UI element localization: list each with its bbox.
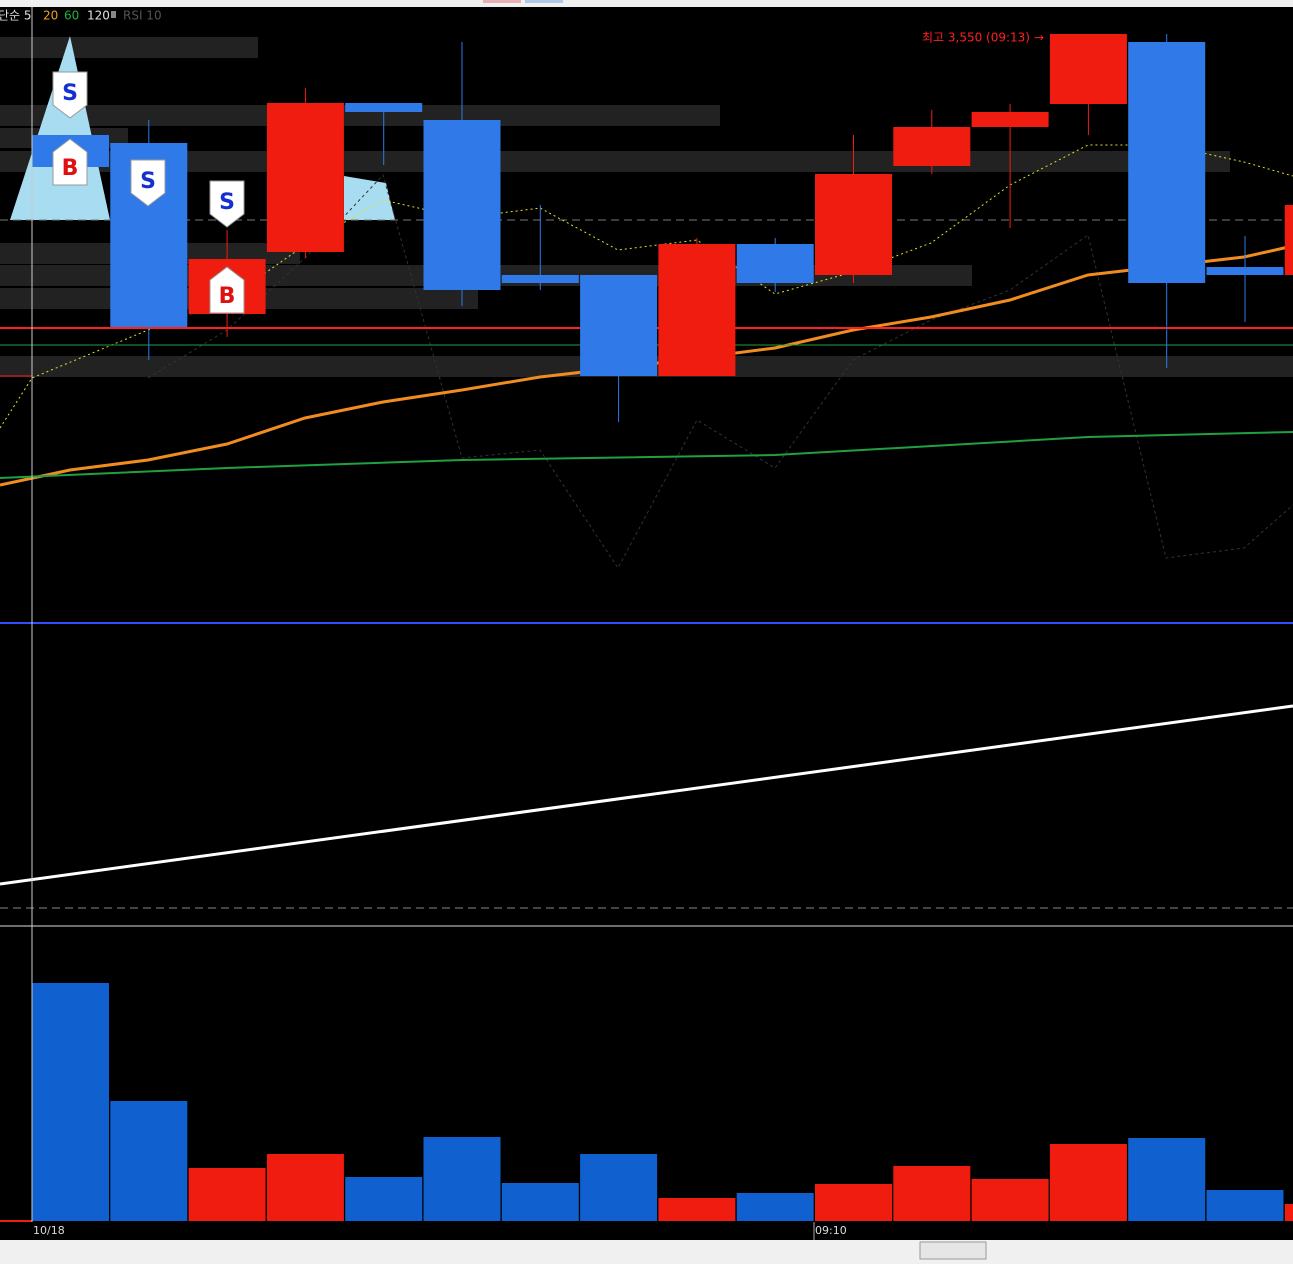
top-bar	[0, 0, 1293, 7]
candle	[1284, 205, 1293, 275]
candle	[1206, 267, 1284, 275]
legend-ma: 단순 5	[0, 9, 32, 23]
scroll-thumb[interactable]	[919, 1241, 987, 1260]
candle	[501, 275, 579, 283]
candle	[893, 127, 971, 166]
legend-swatch	[111, 11, 116, 18]
volume-bar	[1206, 1190, 1284, 1221]
candle	[580, 275, 658, 376]
candle	[1049, 34, 1127, 104]
signal-marker	[130, 159, 166, 207]
plot: S B S S B	[0, 7, 1293, 1240]
volume-bar	[423, 1137, 501, 1221]
signal-marker	[209, 266, 245, 314]
volume-bar	[1049, 1144, 1127, 1221]
x-label: 10/18	[33, 1224, 65, 1237]
arrow: →	[1034, 31, 1044, 45]
legend-period: 120	[87, 9, 110, 23]
candle	[1128, 42, 1206, 283]
profile-band	[0, 105, 720, 126]
candle	[815, 174, 892, 275]
volume-bar	[1128, 1138, 1206, 1221]
volume-bar	[815, 1184, 892, 1221]
volume-bar	[110, 1101, 188, 1221]
volume-bar	[580, 1154, 658, 1221]
trend	[0, 704, 1293, 886]
volume-bar	[266, 1154, 344, 1221]
rsi-line	[147, 174, 1293, 569]
tab[interactable]	[525, 0, 563, 3]
profile-band	[0, 37, 258, 58]
legend-period: 20	[43, 9, 58, 23]
ma60	[0, 431, 1293, 479]
scrollbar[interactable]	[0, 1240, 1293, 1264]
candle	[345, 103, 423, 112]
signal-label: S	[219, 190, 235, 215]
signal-marker	[52, 138, 88, 186]
signal-label: B	[219, 284, 236, 309]
tab[interactable]	[483, 0, 521, 3]
candle	[658, 244, 736, 376]
candle	[971, 112, 1049, 127]
candle	[736, 244, 814, 283]
volume-bar	[32, 983, 109, 1221]
signal-label: B	[62, 156, 79, 181]
candle	[266, 103, 344, 252]
candle	[423, 120, 501, 290]
volume-bar	[1284, 1204, 1293, 1221]
volume-bar	[658, 1198, 736, 1221]
high-annotation: 최고 3,550 (09:13)	[922, 31, 1030, 45]
signal-marker	[52, 71, 88, 119]
legend-rsi: RSI 10	[123, 9, 162, 23]
volume-bar	[893, 1166, 971, 1221]
ma20	[0, 244, 1293, 487]
legend-period: 60	[64, 9, 79, 23]
band-shape	[344, 176, 395, 220]
volume-bar	[736, 1193, 814, 1221]
x-label: 09:10	[815, 1224, 847, 1237]
signal-label: S	[62, 81, 78, 106]
signal-label: S	[140, 169, 156, 194]
volume-bar	[501, 1183, 579, 1221]
volume-bar	[971, 1179, 1049, 1221]
signal-marker	[209, 180, 245, 228]
volume-bar	[345, 1177, 423, 1221]
x-axis	[0, 1222, 1293, 1240]
volume-bar	[188, 1168, 266, 1221]
